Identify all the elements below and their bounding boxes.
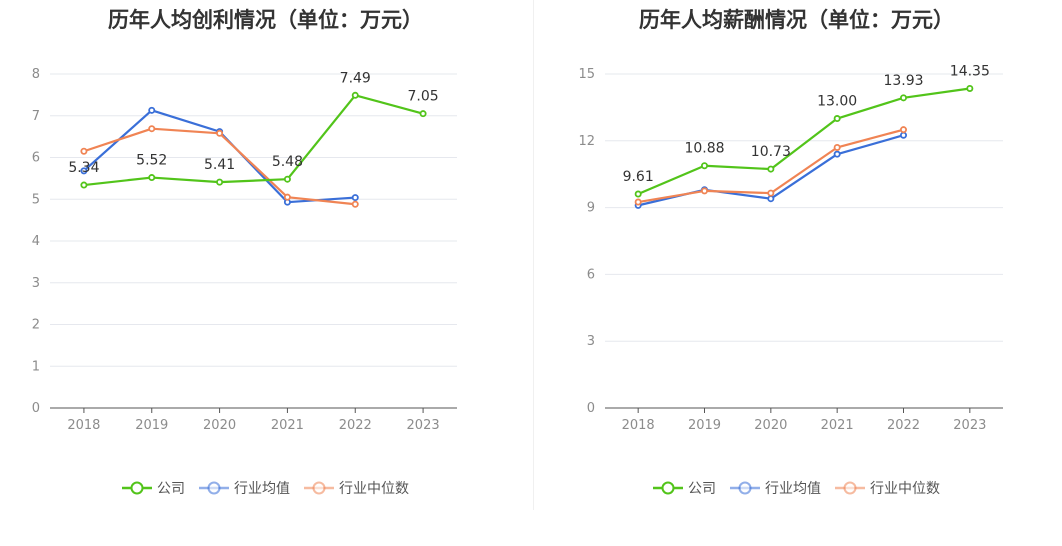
data-label: 7.05 [407,89,438,105]
y-tick-label: 6 [32,151,40,166]
legend-item-median[interactable]: 行业中位数 [835,478,940,498]
series-line-company [637,87,970,196]
y-tick-label: 7 [32,109,40,124]
y-tick-label: 5 [32,192,40,207]
chart-title: 历年人均薪酬情况（单位：万元） [639,8,954,32]
data-point-company[interactable] [899,94,907,102]
x-tick-label: 2019 [135,418,168,433]
y-tick-label: 0 [587,401,595,416]
data-point-avg[interactable] [899,131,907,139]
data-point-avg[interactable] [833,150,841,158]
data-point-company[interactable] [833,115,841,123]
x-tick-label: 2020 [203,418,236,433]
legend-marker-icon [730,481,760,495]
data-point-avg[interactable] [767,195,775,203]
y-tick-label: 1 [32,359,40,374]
y-tick-label: 0 [32,401,40,416]
legend-marker-icon [122,481,152,495]
y-tick-label: 15 [578,67,595,82]
data-point-company[interactable] [700,162,708,170]
legend-label: 行业均值 [234,481,290,497]
y-tick-label: 12 [578,134,595,149]
x-tick-label: 2023 [407,418,440,433]
y-tick-label: 9 [587,201,595,216]
data-label: 5.52 [136,153,167,169]
legend-marker-icon [835,481,865,495]
legend-label: 行业均值 [765,481,821,497]
chart-title: 历年人均创利情况（单位：万元） [108,8,423,32]
y-tick-label: 3 [32,276,40,291]
legend-label: 公司 [688,481,716,497]
legend-item-avg[interactable]: 行业均值 [199,478,290,498]
y-tick-label: 2 [32,318,40,333]
data-point-company[interactable] [216,178,224,186]
series-line-company [83,94,424,187]
x-tick-label: 2023 [953,418,986,433]
legend-item-median[interactable]: 行业中位数 [304,478,409,498]
data-point-median[interactable] [634,198,642,206]
x-tick-label: 2022 [339,418,372,433]
data-point-company[interactable] [767,165,775,173]
data-point-avg[interactable] [148,106,156,114]
x-tick-label: 2021 [821,418,854,433]
data-label: 13.93 [883,73,923,89]
legend-item-company[interactable]: 公司 [653,478,716,498]
x-tick-label: 2018 [67,418,100,433]
y-tick-label: 8 [32,67,40,82]
salary-per-capita-chart-panel: 历年人均薪酬情况（单位：万元） 0 3 6 9 12 15 2018 2019 2020 2021… [531,0,1062,546]
legend-marker-icon [653,481,683,495]
data-label: 9.61 [623,169,654,185]
chart-legend: 公司 行业均值 行业中位数 [0,478,531,498]
x-tick-label: 2020 [754,418,787,433]
x-tick-label: 2022 [887,418,920,433]
legend-marker-icon [304,481,334,495]
data-point-median[interactable] [700,187,708,195]
legend-item-avg[interactable]: 行业均值 [730,478,821,498]
data-point-company[interactable] [419,110,427,118]
data-point-median[interactable] [351,200,359,208]
data-point-median[interactable] [283,193,291,201]
legend-label: 行业中位数 [870,481,940,497]
data-label: 10.73 [751,144,791,160]
data-point-median[interactable] [899,126,907,134]
data-point-median[interactable] [80,147,88,155]
data-point-median[interactable] [833,143,841,151]
profit-per-capita-chart-panel: 历年人均创利情况（单位：万元） 0 1 2 3 4 5 6 7 8 2018 2019 2020 202… [0,8,531,498]
x-tick-label: 2021 [271,418,304,433]
data-point-median[interactable] [767,189,775,197]
data-point-company[interactable] [80,181,88,189]
data-label: 10.88 [684,141,724,157]
panel-divider [533,0,534,510]
data-point-company[interactable] [634,190,642,198]
data-point-company[interactable] [351,91,359,99]
x-tick-label: 2019 [688,418,721,433]
y-tick-label: 4 [32,234,40,249]
y-tick-label: 6 [587,267,595,282]
data-point-company[interactable] [148,174,156,182]
x-tick-label: 2018 [622,418,655,433]
data-point-company[interactable] [966,84,974,92]
legend-label: 行业中位数 [339,481,409,497]
data-label: 5.34 [68,160,99,176]
data-point-median[interactable] [216,129,224,137]
legend-label: 公司 [157,481,185,497]
profit-per-capita-chart: 0 1 2 3 4 5 6 7 8 2018 2019 2020 2021 2022 2023 5.34 5.5… [32,67,457,433]
y-tick-label: 3 [587,334,595,349]
legend-item-company[interactable]: 公司 [122,478,185,498]
legend-marker-icon [199,481,229,495]
data-label: 5.41 [204,157,235,173]
chart-legend: 公司 行业均值 行业中位数 [531,478,1062,498]
data-point-avg[interactable] [351,194,359,202]
data-point-median[interactable] [148,125,156,133]
salary-per-capita-chart: 0 3 6 9 12 15 2018 2019 2020 2021 2022 2023 9.61 10.8… [578,63,1003,433]
data-point-company[interactable] [283,175,291,183]
data-label: 13.00 [817,94,857,110]
data-label: 14.35 [950,63,990,79]
data-label: 5.48 [272,154,303,170]
data-point-avg[interactable] [80,167,88,175]
data-label: 7.49 [340,70,371,86]
